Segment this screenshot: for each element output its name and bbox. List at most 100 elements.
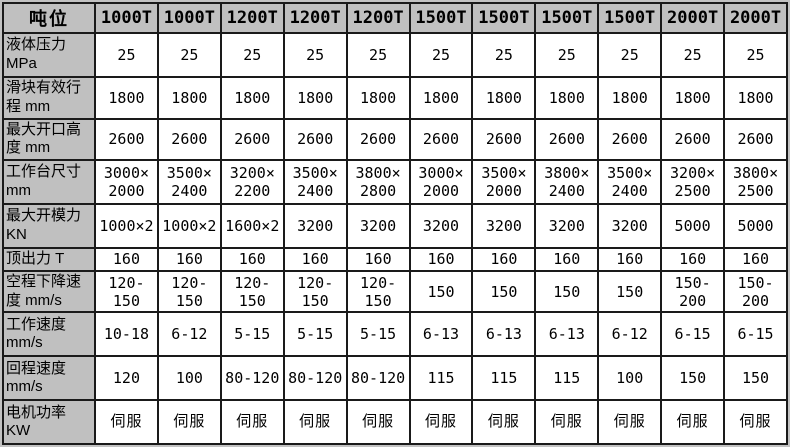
column-header: 1000T [156,2,222,34]
spec-cell: 6-13 [471,311,537,358]
spec-cell: 25 [94,32,159,78]
spec-cell: 100 [156,355,222,402]
column-header: 1500T [597,2,663,34]
spec-cell: 150-200 [723,269,788,314]
spec-cell: 25 [471,32,537,78]
spec-cell: 150 [723,355,788,402]
spec-cell: 150 [660,355,726,402]
spec-cell: 3500×2400 [156,159,222,205]
row-label: 空程下降速度 mm/s [2,269,96,314]
spec-cell: 3200 [471,203,537,249]
spec-cell: 6-12 [156,311,222,358]
spec-cell: 150 [408,269,474,314]
table-row: 空程下降速度 mm/s 120-150 120-150 120-150 120-150 1… [2,269,788,314]
spec-cell: 5-15 [282,311,348,358]
row-label: 顶出力 T [2,247,96,272]
spec-cell: 5000 [660,203,726,249]
table-row: 回程速度 mm/s 120 100 80-120 80-120 80-120 115 115 1… [2,355,788,402]
spec-cell: 25 [282,32,348,78]
spec-cell: 25 [660,32,726,78]
spec-cell: 150 [534,269,600,314]
spec-cell: 2600 [534,117,600,161]
spec-cell: 6-15 [660,311,726,358]
table-row: 滑块有效行程 mm 1800 1800 1800 1800 1800 1800 1800 180… [2,76,788,120]
spec-cell: 5-15 [219,311,285,358]
spec-cell: 160 [408,247,474,272]
column-header: 1500T [534,2,600,34]
spec-cell: 3800×2400 [534,159,600,205]
spec-cell: 3200 [534,203,600,249]
corner-header-tonnage: 吨位 [2,2,96,34]
spec-cell: 1000×2 [94,203,159,249]
spec-cell: 160 [156,247,222,272]
spec-cell: 1800 [408,76,474,120]
spec-cell: 120-150 [156,269,222,314]
spec-cell: 25 [408,32,474,78]
spec-cell: 2600 [94,117,159,161]
spec-cell: 160 [534,247,600,272]
column-header: 1500T [408,2,474,34]
spec-cell: 2600 [156,117,222,161]
spec-cell: 120-150 [94,269,159,314]
spec-cell: 120-150 [345,269,411,314]
spec-cell: 1800 [471,76,537,120]
spec-cell: 160 [660,247,726,272]
spec-cell: 6-15 [723,311,788,358]
spec-cell: 115 [408,355,474,402]
spec-cell: 3200×2500 [660,159,726,205]
spec-cell: 2600 [219,117,285,161]
column-header: 2000T [660,2,726,34]
spec-cell: 160 [94,247,159,272]
spec-cell: 2600 [660,117,726,161]
spec-cell: 3500×2000 [471,159,537,205]
spec-cell: 3000×2000 [94,159,159,205]
spec-cell: 160 [219,247,285,272]
spec-cell: 80-120 [219,355,285,402]
spec-cell: 80-120 [345,355,411,402]
spec-cell: 3200 [408,203,474,249]
column-header: 1000T [94,2,159,34]
spec-cell: 5-15 [345,311,411,358]
row-label: 最大开口高度 mm [2,117,96,161]
spec-cell: 25 [219,32,285,78]
spec-cell: 150-200 [660,269,726,314]
spec-cell: 3200×2200 [219,159,285,205]
column-header: 1200T [219,2,285,34]
spec-cell: 6-13 [534,311,600,358]
spec-cell: 120-150 [282,269,348,314]
spec-cell: 160 [471,247,537,272]
spec-cell: 5000 [723,203,788,249]
spec-cell: 1800 [345,76,411,120]
spec-cell: 6-12 [597,311,663,358]
spec-cell: 1800 [534,76,600,120]
spec-cell: 1800 [219,76,285,120]
spec-cell: 100 [597,355,663,402]
table-row: 工作台尺寸 mm 3000×2000 3500×2400 3200×2200 3500×… [2,159,788,205]
spec-table-head: 吨位 1000T 1000T 1200T 1200T 1200T 1500T 1500T 150… [2,2,788,34]
spec-cell: 25 [345,32,411,78]
spec-cell: 150 [597,269,663,314]
table-row: 液体压力 MPa 25 25 25 25 25 25 25 25 25 25 25 [2,32,788,78]
spec-cell: 80-120 [282,355,348,402]
spec-cell: 伺服 [94,399,159,446]
row-label: 最大开模力 KN [2,203,96,249]
header-row: 吨位 1000T 1000T 1200T 1200T 1200T 1500T 1500T 150… [2,2,788,34]
spec-cell: 3200 [345,203,411,249]
spec-cell: 120-150 [219,269,285,314]
spec-cell: 3000×2000 [408,159,474,205]
spec-cell: 1600×2 [219,203,285,249]
spec-cell: 2600 [282,117,348,161]
spec-cell: 1800 [597,76,663,120]
column-header: 1500T [471,2,537,34]
spec-cell: 1800 [94,76,159,120]
spec-cell: 25 [534,32,600,78]
spec-cell: 10-18 [94,311,159,358]
spec-cell: 160 [345,247,411,272]
table-row: 工作速度 mm/s 10-18 6-12 5-15 5-15 5-15 6-13 6-13 6-… [2,311,788,358]
spec-cell: 120 [94,355,159,402]
spec-cell: 25 [597,32,663,78]
spec-cell: 2600 [345,117,411,161]
spec-cell: 2600 [408,117,474,161]
spec-cell: 160 [282,247,348,272]
column-header: 2000T [723,2,788,34]
